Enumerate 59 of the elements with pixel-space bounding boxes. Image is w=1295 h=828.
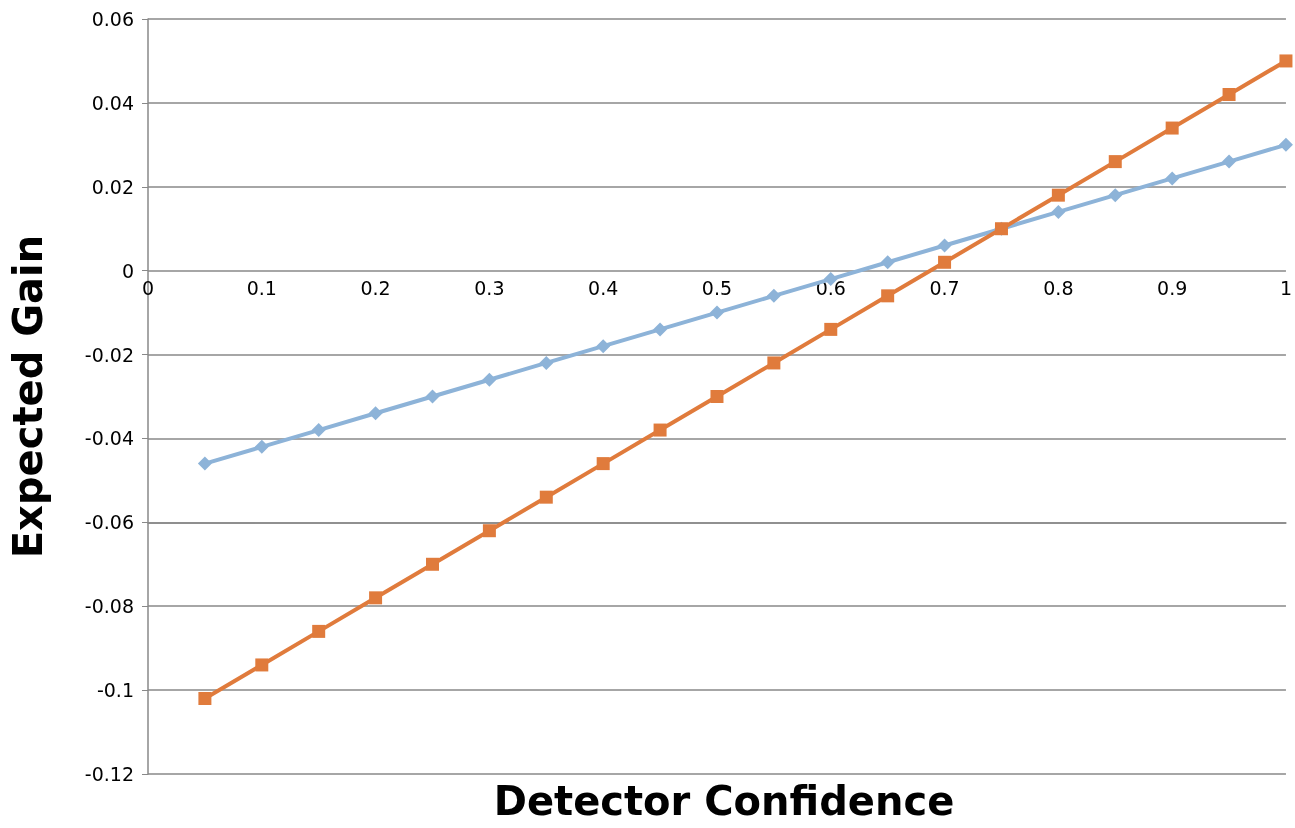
x-tick-label: 0.2 <box>360 277 391 300</box>
x-tick-label: 1 <box>1279 277 1292 300</box>
point <box>1165 171 1180 186</box>
point <box>880 255 895 270</box>
point <box>1165 121 1179 135</box>
point <box>1279 54 1293 68</box>
y-tick-label: -0.04 <box>84 427 134 450</box>
point <box>197 456 212 471</box>
point <box>198 692 212 705</box>
point <box>1278 137 1293 152</box>
point <box>1222 154 1237 169</box>
point <box>596 457 610 471</box>
point <box>881 289 895 303</box>
point <box>425 389 440 404</box>
point <box>596 339 611 354</box>
x-tick-label: 0.1 <box>246 277 277 300</box>
y-tick-label: 0.02 <box>91 175 134 198</box>
point <box>1051 204 1066 219</box>
y-tick-label: -0.1 <box>96 679 134 702</box>
point <box>482 524 496 538</box>
y-tick-label: -0.08 <box>84 595 134 618</box>
point <box>369 591 383 605</box>
y-tick-label: -0.02 <box>84 343 134 366</box>
x-tick-label: 0.8 <box>1043 277 1074 300</box>
x-axis-title: Detector Confidence <box>493 778 955 824</box>
point <box>255 658 269 672</box>
point <box>539 490 553 504</box>
point <box>938 255 952 269</box>
point <box>653 423 667 437</box>
x-tick-label: 0 <box>141 277 155 300</box>
y-tick-label: -0.06 <box>84 511 134 534</box>
point <box>824 322 838 336</box>
point <box>1108 155 1122 169</box>
point <box>1222 88 1236 101</box>
point <box>653 322 668 337</box>
point <box>539 355 554 370</box>
x-tick-label: 0.3 <box>474 277 505 300</box>
point <box>709 305 724 320</box>
point <box>312 624 326 638</box>
y-tick-label: -0.12 <box>84 763 134 785</box>
point <box>425 557 439 571</box>
x-tick-label: 0.5 <box>701 277 733 300</box>
y-axis-title: Expected Gain <box>5 234 51 559</box>
point <box>368 406 383 421</box>
point <box>1051 188 1065 202</box>
x-tick-label: 0.4 <box>588 277 619 300</box>
y-tick-label: 0 <box>121 259 134 282</box>
point <box>937 238 952 253</box>
point <box>482 372 497 387</box>
point <box>766 288 781 303</box>
y-tick-label: 0.04 <box>91 91 134 114</box>
point <box>1108 188 1123 203</box>
x-tick-label: 0.9 <box>1157 277 1188 300</box>
y-tick-label: 0.06 <box>91 8 134 30</box>
point <box>767 356 781 370</box>
x-tick-label: 0.7 <box>929 277 960 300</box>
point <box>311 423 326 438</box>
point <box>710 390 724 403</box>
point <box>254 439 269 454</box>
